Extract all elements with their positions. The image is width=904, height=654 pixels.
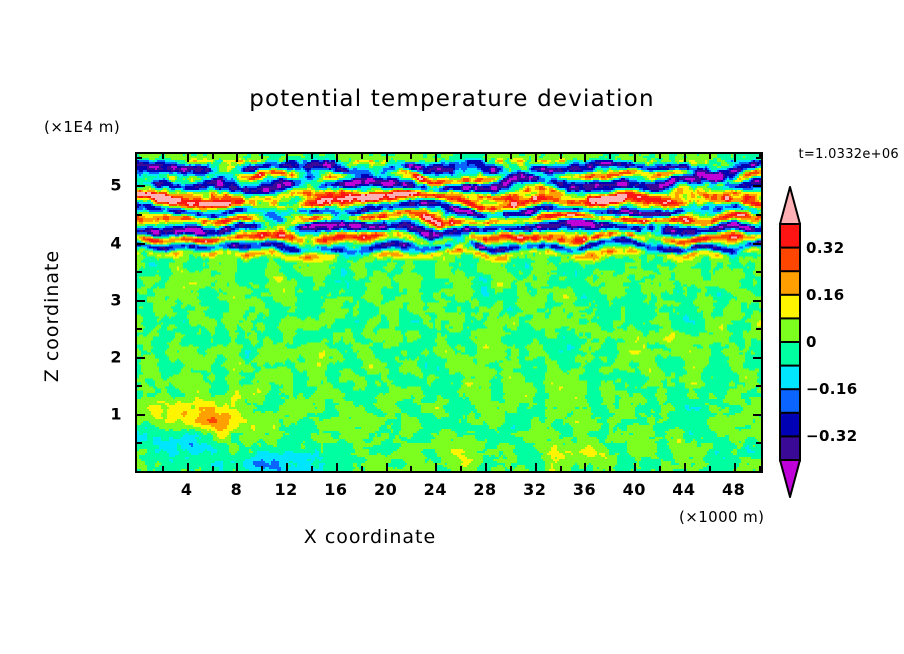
x-tick-label: 12: [274, 480, 298, 499]
x-axis-title: X coordinate: [303, 526, 437, 548]
x-tick-label: 4: [180, 480, 193, 499]
y-tick-label: 5: [110, 175, 122, 195]
x-tick-label: 32: [523, 480, 547, 499]
y-tick-label: 3: [110, 290, 122, 310]
colorbar-label: 0.32: [806, 238, 845, 257]
colorbar-label: 0: [806, 333, 817, 351]
y-axis-title: Z coordinate: [41, 249, 63, 383]
x-tick-label: 40: [622, 480, 646, 499]
colorbar-band: [779, 364, 801, 391]
x-tick-label: 20: [373, 480, 398, 499]
colorbar-band: [779, 317, 801, 344]
contour-plot-area[interactable]: [135, 152, 763, 473]
y-tick-label: 4: [110, 233, 122, 253]
colorbar-band: [779, 270, 801, 297]
colorbar-band: [779, 435, 801, 462]
colorbar-under-arrow: [779, 459, 801, 498]
x-tick-label: 28: [473, 480, 497, 499]
colorbar-band: [779, 223, 801, 250]
colorbar-swatches: [779, 186, 801, 498]
colorbar[interactable]: [776, 186, 806, 498]
x-tick-label: 8: [230, 480, 243, 499]
y-tick-label: 2: [110, 347, 122, 367]
colorbar-band: [779, 388, 801, 415]
colorbar-over-arrow: [779, 186, 801, 225]
colorbar-label: −0.16: [806, 380, 858, 399]
colorbar-band: [779, 411, 801, 439]
y-axis-unit-label: (×1E4 m): [44, 118, 121, 136]
colorbar-band: [779, 246, 801, 273]
x-axis-unit-label: (×1000 m): [679, 508, 765, 526]
colorbar-band: [779, 293, 801, 321]
page-title: potential temperature deviation: [249, 86, 655, 112]
x-tick-label: 24: [423, 480, 447, 499]
x-tick-label: 36: [572, 480, 597, 499]
x-tick-label: 48: [722, 480, 746, 499]
y-tick-label: 1: [110, 404, 122, 424]
contour-field-canvas: [137, 154, 761, 471]
x-tick-label: 16: [324, 480, 348, 499]
colorbar-label: 0.16: [806, 285, 845, 304]
timestamp-annotation: t=1.0332e+06: [798, 147, 899, 162]
colorbar-label: −0.32: [806, 427, 858, 446]
colorbar-band: [779, 341, 801, 368]
x-tick-label: 44: [672, 480, 696, 499]
